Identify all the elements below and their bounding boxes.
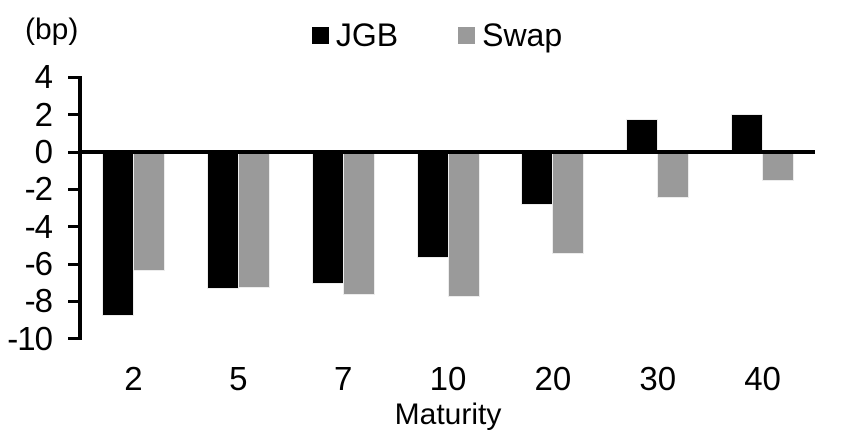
bar-swap-7 (343, 152, 374, 295)
y-axis-tick--10 (67, 337, 78, 341)
y-axis-tick-label--10: -10 (7, 319, 53, 357)
y-axis-tick-label-2: 2 (34, 95, 53, 133)
x-axis-title: Maturity (394, 398, 502, 431)
legend-item-swap: Swap (458, 19, 562, 51)
bar-swap-20 (553, 152, 584, 253)
y-axis-tick-label--2: -2 (24, 170, 53, 208)
bar-jgb-40 (732, 114, 763, 152)
legend-label-swap: Swap (482, 17, 563, 53)
y-axis-line (77, 75, 82, 341)
legend-label-jgb: JGB (335, 17, 399, 53)
y-axis-tick-label--6: -6 (24, 245, 53, 283)
y-axis-tick-2 (67, 113, 78, 117)
x-axis-label-20: 20 (534, 360, 572, 397)
legend-item-jgb: JGB (311, 17, 399, 53)
bar-jgb-2 (102, 152, 133, 315)
zero-baseline (80, 150, 815, 154)
x-axis-label-30: 30 (639, 360, 677, 397)
bar-jgb-7 (312, 152, 343, 283)
y-axis-tick--4 (67, 225, 78, 229)
legend-swatch-jgb-icon (311, 26, 329, 44)
y-axis-tick-label--4: -4 (24, 207, 53, 245)
x-axis-label-40: 40 (744, 360, 781, 397)
y-axis-tick-label-4: 4 (34, 58, 53, 96)
bar-swap-5 (238, 152, 269, 287)
bar-swap-10 (448, 152, 479, 296)
y-axis-tick--8 (67, 299, 78, 303)
y-axis-tick-label-0: 0 (34, 133, 53, 170)
y-axis-tick--6 (67, 262, 78, 266)
x-axis-label-5: 5 (229, 360, 248, 397)
y-axis-tick--2 (67, 187, 78, 191)
x-axis-label-2: 2 (124, 360, 143, 397)
bar-jgb-30 (627, 120, 658, 152)
bar-swap-40 (763, 152, 794, 181)
legend-swatch-swap-icon (458, 26, 476, 44)
x-axis-label-10: 10 (429, 360, 467, 397)
bar-jgb-10 (417, 152, 448, 257)
bar-jgb-5 (207, 152, 238, 289)
x-axis-label-7: 7 (333, 360, 353, 397)
bar-swap-30 (658, 152, 689, 197)
y-axis-unit-label: (bp) (25, 13, 79, 46)
y-axis-tick-label--8: -8 (24, 282, 53, 320)
legend: JGB Swap (0, 19, 852, 51)
bar-jgb-20 (522, 152, 553, 205)
y-axis-tick-4 (67, 75, 78, 79)
y-axis-tick-0 (67, 150, 78, 154)
bar-swap-2 (133, 152, 164, 270)
